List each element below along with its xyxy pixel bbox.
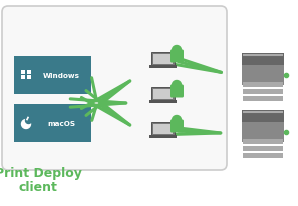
FancyBboxPatch shape (243, 90, 283, 95)
FancyBboxPatch shape (153, 124, 173, 134)
FancyBboxPatch shape (170, 120, 184, 133)
Circle shape (173, 81, 181, 90)
Text: Windows: Windows (43, 73, 80, 79)
FancyBboxPatch shape (242, 110, 284, 122)
FancyBboxPatch shape (243, 153, 283, 158)
FancyBboxPatch shape (170, 50, 184, 63)
FancyBboxPatch shape (153, 55, 173, 65)
FancyBboxPatch shape (242, 122, 284, 142)
FancyBboxPatch shape (151, 88, 175, 102)
FancyBboxPatch shape (153, 90, 173, 99)
Circle shape (173, 46, 181, 55)
FancyBboxPatch shape (243, 97, 283, 102)
Text: Print Deploy: Print Deploy (0, 167, 81, 180)
FancyBboxPatch shape (151, 122, 175, 136)
FancyBboxPatch shape (14, 104, 91, 142)
FancyBboxPatch shape (149, 101, 177, 103)
FancyBboxPatch shape (27, 71, 31, 75)
Circle shape (173, 116, 181, 125)
FancyBboxPatch shape (21, 71, 25, 75)
FancyBboxPatch shape (151, 53, 175, 67)
Circle shape (26, 118, 32, 124)
Circle shape (21, 120, 30, 129)
FancyBboxPatch shape (21, 76, 25, 80)
FancyBboxPatch shape (14, 57, 91, 95)
FancyBboxPatch shape (170, 85, 184, 98)
Text: macOS: macOS (48, 121, 76, 126)
FancyBboxPatch shape (243, 83, 283, 88)
FancyBboxPatch shape (149, 135, 177, 138)
FancyBboxPatch shape (243, 146, 283, 151)
FancyBboxPatch shape (2, 7, 227, 170)
FancyBboxPatch shape (242, 66, 284, 85)
FancyBboxPatch shape (242, 54, 284, 66)
FancyBboxPatch shape (149, 66, 177, 69)
FancyBboxPatch shape (27, 76, 31, 80)
Text: client: client (18, 181, 58, 194)
FancyBboxPatch shape (243, 139, 283, 144)
